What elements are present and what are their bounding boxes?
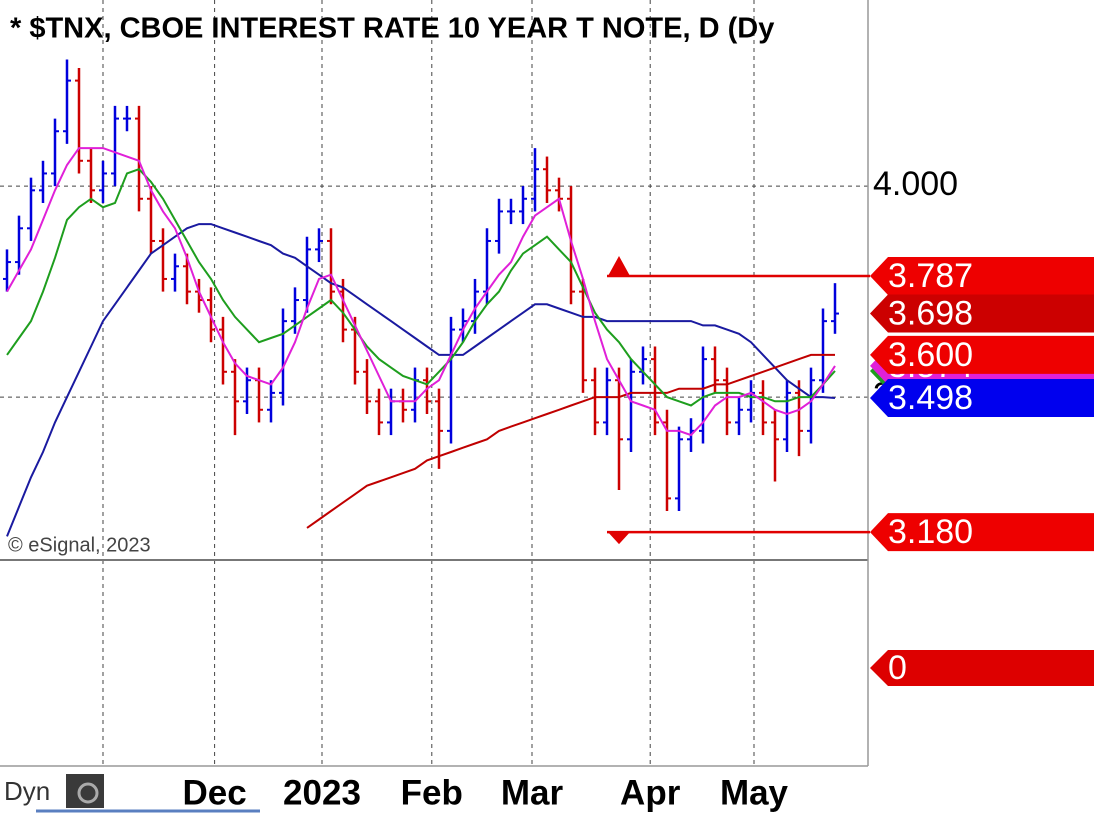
lock-icon-glyph xyxy=(77,782,99,804)
price-marker-flag xyxy=(870,378,1094,417)
price-marker-flag xyxy=(870,294,1094,333)
x-tick-label: May xyxy=(720,773,789,812)
price-marker: 3.698 xyxy=(870,295,1094,333)
price-marker-label: 3.180 xyxy=(888,513,973,551)
price-marker: 3.180 xyxy=(870,513,1094,552)
price-marker-label: 3.600 xyxy=(888,336,973,374)
price-marker: 3.600 xyxy=(870,336,1094,374)
x-tick-label: Mar xyxy=(501,773,564,812)
price-axis: 4.0003.5003.5623.5743.7873.6983.6003.498… xyxy=(870,165,1094,687)
price-marker-flag xyxy=(870,335,1094,374)
mode-label: Dyn xyxy=(4,776,50,806)
moving-average-line xyxy=(306,353,835,529)
alert-triangle xyxy=(608,532,630,545)
moving-average-line xyxy=(6,223,836,537)
price-marker-flag xyxy=(870,513,1094,552)
x-tick-label: Apr xyxy=(620,773,681,812)
chart-title: * $TNX, CBOE INTEREST RATE 10 YEAR T NOT… xyxy=(10,13,774,45)
indicator-label: 0 xyxy=(888,649,907,687)
moving-average-line xyxy=(6,147,836,437)
plot-area xyxy=(2,59,839,537)
alert-triangle xyxy=(608,255,630,276)
x-tick-label: Feb xyxy=(401,773,463,812)
x-tick-label: 2023 xyxy=(283,773,361,812)
price-marker: 3.787 xyxy=(870,257,1094,295)
x-axis: Dec 2023 Feb Mar Apr May xyxy=(182,773,788,812)
grid xyxy=(0,0,868,766)
y-tick-label: 4.000 xyxy=(873,165,958,203)
copyright: © eSignal, 2023 xyxy=(8,534,151,556)
x-tick-label: Dec xyxy=(182,773,246,812)
price-marker-label: 3.787 xyxy=(888,257,973,295)
price-marker-label: 3.498 xyxy=(888,379,973,417)
price-marker-label: 3.698 xyxy=(888,295,973,333)
price-marker: 3.498 xyxy=(870,379,1094,417)
indicator-flag xyxy=(870,650,1094,686)
price-marker-flag xyxy=(870,256,1094,295)
